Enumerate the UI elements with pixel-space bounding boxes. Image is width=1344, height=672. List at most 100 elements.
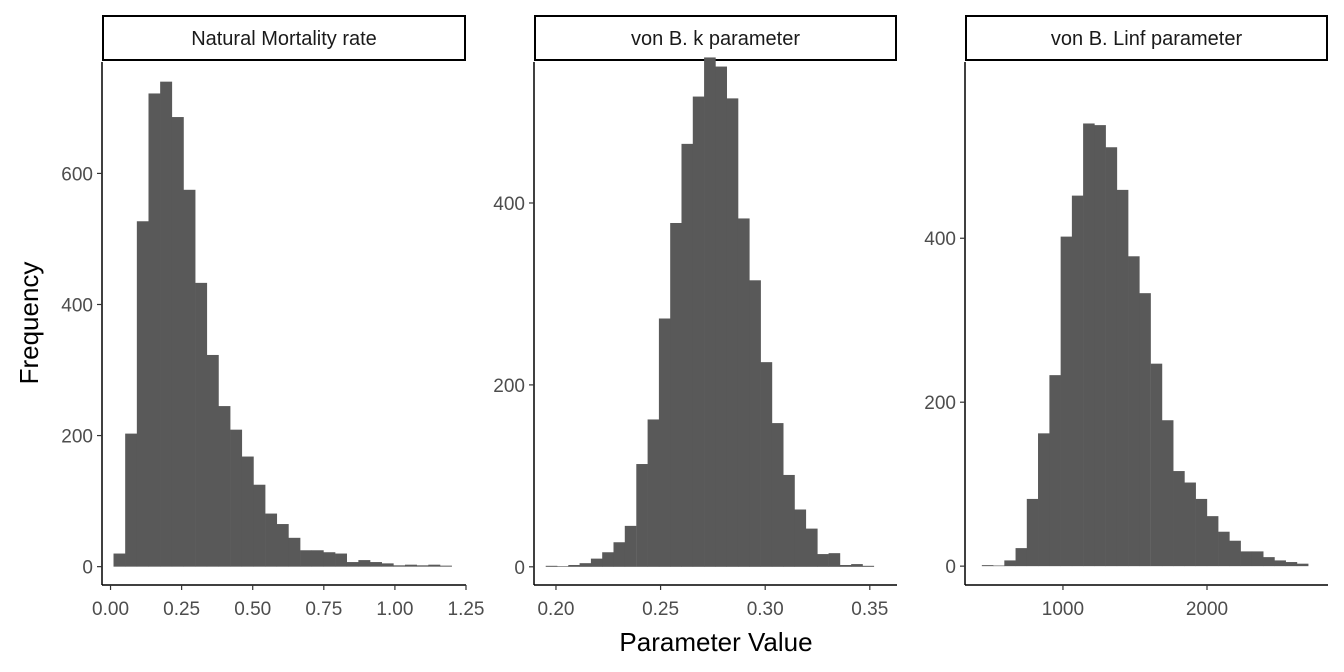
facet-strip-title-1: Natural Mortality rate: [191, 28, 377, 50]
histogram-bar: [749, 280, 761, 567]
histogram-bar: [1116, 189, 1129, 567]
histogram-bar: [1274, 560, 1286, 567]
histogram-bar: [171, 117, 184, 567]
histogram-bar: [136, 221, 149, 567]
axes-1: 0 200 400 600 0.00 0.25 0.50 0.75 1.00 1.25: [61, 62, 484, 620]
histogram-bar: [568, 564, 580, 567]
histogram-bar: [370, 562, 382, 567]
histogram-bar: [1026, 498, 1039, 567]
histogram-bars-1: [113, 81, 452, 567]
histogram-bar: [1128, 256, 1140, 567]
histogram-bar: [416, 565, 429, 567]
histogram-bar: [636, 464, 648, 567]
facet-strip-1: [102, 15, 466, 61]
histogram-bar: [335, 553, 348, 567]
histogram-bar: [1285, 562, 1298, 567]
x-tick-label: 0.50: [234, 599, 271, 620]
histogram-bar: [624, 525, 637, 567]
histogram-bar: [1038, 433, 1050, 567]
histogram-bar: [113, 553, 126, 567]
histogram-bar: [346, 562, 359, 567]
y-tick-label: 400: [61, 295, 93, 316]
histogram-bar: [1240, 551, 1253, 567]
histogram-bar: [839, 564, 852, 567]
x-tick-label: 2000: [1186, 599, 1228, 620]
histogram-bar: [1229, 540, 1241, 567]
histogram-bars-2: [545, 57, 875, 567]
histogram-bar: [692, 96, 705, 567]
histogram-bar: [1015, 548, 1028, 567]
y-tick-label: 400: [924, 229, 956, 250]
histogram-bar: [658, 318, 671, 567]
x-axis-title: Parameter Value: [619, 627, 812, 657]
histogram-bar: [545, 565, 558, 567]
histogram-bar: [1060, 236, 1073, 567]
histogram-bar: [125, 433, 138, 567]
facet-strip-title-2: von B. k parameter: [631, 28, 800, 50]
histogram-bar: [557, 566, 569, 567]
histogram-bar: [783, 474, 795, 567]
histogram-bar: [1218, 531, 1230, 567]
x-tick-label: 0.25: [163, 599, 200, 620]
histogram-bar: [1150, 363, 1163, 567]
histogram-bar: [265, 513, 278, 567]
facet-panel-3: von B. Linf parameter 0 200 400 1000 2000: [924, 15, 1328, 620]
histogram-bar: [148, 93, 161, 567]
histogram-bar: [704, 57, 716, 567]
histogram-bar: [602, 552, 614, 567]
histogram-bar: [771, 423, 784, 567]
x-tick-label: 0.35: [851, 599, 888, 620]
histogram-bar: [805, 528, 818, 567]
histogram-bar: [1049, 375, 1061, 567]
histogram-bar: [276, 524, 289, 567]
histogram-bar: [828, 553, 841, 567]
histogram-bar: [253, 484, 266, 567]
histogram-bar: [715, 66, 728, 567]
histogram-bar: [1004, 560, 1016, 567]
histogram-bar: [726, 98, 739, 567]
histogram-bars-3: [981, 123, 1309, 567]
histogram-bar: [230, 429, 243, 567]
histogram-bar: [1083, 123, 1095, 567]
histogram-bar: [1263, 557, 1275, 567]
histogram-bar: [439, 565, 452, 567]
histogram-bar: [206, 354, 219, 567]
histogram-bar: [681, 143, 694, 567]
histogram-bar: [393, 565, 406, 567]
y-tick-label: 200: [493, 376, 525, 397]
histogram-bar: [381, 563, 394, 567]
x-tick-label: 0.30: [747, 599, 784, 620]
histogram-bar: [590, 558, 603, 567]
axes-2: 0 200 400 0.20 0.25 0.30 0.35: [493, 62, 897, 620]
histogram-bar: [670, 222, 682, 567]
histogram-bar: [579, 563, 592, 567]
x-tick-label: 0.25: [642, 599, 679, 620]
histogram-bar: [1161, 420, 1174, 567]
y-tick-label: 0: [945, 557, 956, 578]
y-tick-label: 0: [82, 558, 93, 579]
facet-panel-1: Natural Mortality rate 0 200 400 600 0.00 0.2…: [61, 15, 484, 620]
histogram-bar: [358, 560, 371, 567]
histogram-bar: [1094, 125, 1106, 567]
histogram-bar: [1071, 195, 1084, 567]
histogram-bar: [195, 282, 208, 567]
histogram-bar: [1105, 147, 1118, 567]
y-tick-label: 200: [924, 393, 956, 414]
x-tick-label: 0.00: [92, 599, 129, 620]
histogram-bar: [862, 565, 875, 567]
histogram-bar: [760, 362, 773, 567]
histogram-bar: [218, 406, 231, 567]
histogram-bar: [613, 542, 626, 567]
histogram-bar: [737, 218, 750, 567]
axes-3: 0 200 400 1000 2000: [924, 62, 1328, 620]
histogram-bar: [323, 552, 336, 567]
facet-panel-2: von B. k parameter 0 200 400 0.20 0.25 0.30 0.…: [493, 15, 897, 620]
histogram-bar: [183, 189, 196, 567]
histogram-bar: [1296, 563, 1309, 567]
histogram-bar: [647, 419, 660, 567]
histogram-bar: [817, 554, 829, 567]
y-axis-title: Frequency: [14, 262, 44, 385]
x-tick-label: 1.25: [448, 599, 485, 620]
facet-strip-title-3: von B. Linf parameter: [1051, 28, 1243, 50]
